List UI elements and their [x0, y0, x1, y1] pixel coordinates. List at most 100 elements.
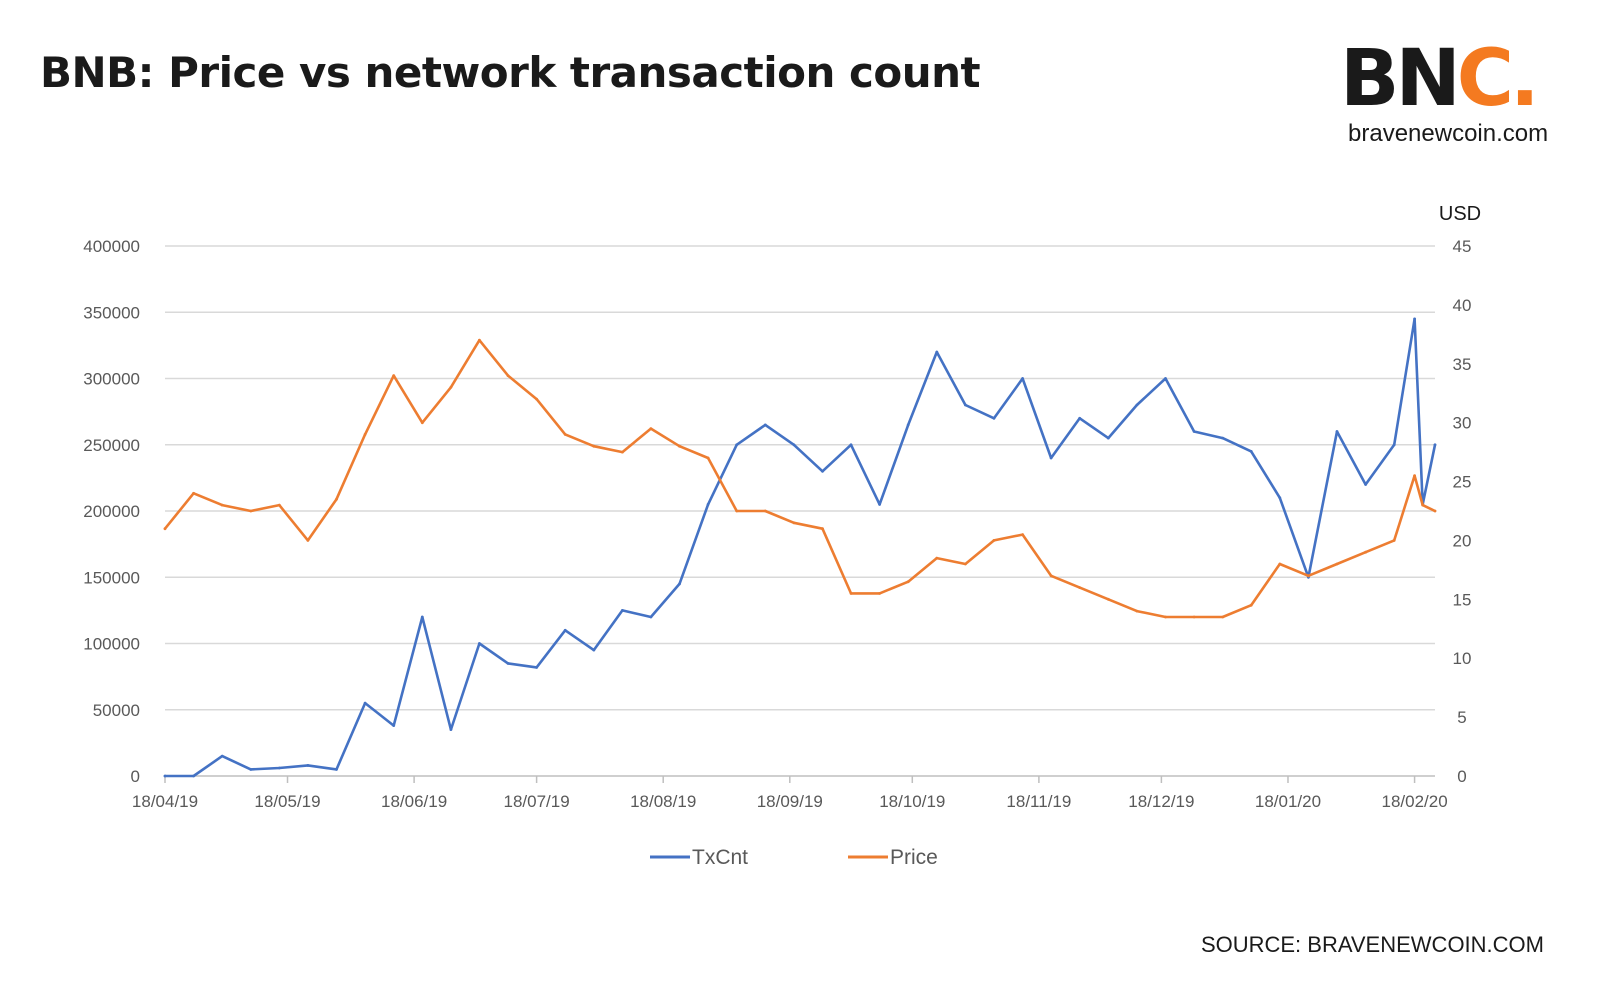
y-right-tick-label: 25: [1453, 473, 1472, 492]
data-point-txcnt: [220, 754, 224, 758]
data-point-price: [992, 539, 996, 542]
y-right-tick-label: 30: [1453, 414, 1472, 433]
data-point-price: [306, 539, 310, 542]
data-point-txcnt: [192, 774, 196, 778]
y-left-tick-label: 50000: [93, 701, 140, 720]
data-point-txcnt: [420, 615, 424, 619]
x-tick-label: 18/04/19: [132, 792, 198, 811]
source-note: SOURCE: BRAVENEWCOIN.COM: [1200, 932, 1544, 957]
legend: TxCnt Price: [650, 846, 938, 869]
logo-dot: .: [1509, 34, 1540, 124]
data-point-price: [535, 397, 538, 401]
y-left-tick-label: 200000: [83, 502, 140, 521]
data-point-txcnt: [1433, 443, 1437, 447]
data-point-txcnt: [735, 443, 739, 447]
data-point-txcnt: [363, 701, 367, 705]
data-point-price: [392, 374, 396, 377]
x-tick-label: 18/09/19: [757, 792, 823, 811]
data-point-price: [1364, 550, 1367, 554]
logo-letter-accent: C: [1456, 34, 1514, 124]
data-point-txcnt: [478, 642, 481, 645]
y-left-tick-label: 350000: [83, 303, 140, 322]
data-point-txcnt: [535, 666, 538, 669]
y-right-tick-label: 40: [1453, 296, 1472, 315]
data-point-txcnt: [506, 662, 510, 665]
data-point-price: [792, 521, 796, 525]
y-right-tick-label: 5: [1457, 708, 1466, 727]
data-point-price: [735, 509, 739, 513]
data-point-txcnt: [1135, 403, 1139, 407]
y-axis-left: 0 50000 100000 150000 200000 250000 300000 3500…: [83, 237, 140, 786]
y-left-tick-label: 150000: [83, 568, 140, 587]
data-point-txcnt: [1078, 416, 1082, 420]
data-point-price: [821, 527, 824, 531]
y-left-tick-label: 400000: [83, 237, 140, 256]
data-point-txcnt: [649, 615, 653, 619]
data-point-price: [1021, 533, 1024, 536]
logo-mark: BNC.: [1340, 40, 1540, 118]
data-point-price: [706, 456, 710, 460]
data-point-price: [363, 433, 367, 436]
y-left-tick-label: 300000: [83, 370, 140, 389]
y-right-tick-label: 35: [1453, 355, 1472, 374]
y-right-tick-label: 0: [1457, 767, 1466, 786]
data-point-txcnt: [1221, 436, 1225, 440]
data-point-price: [449, 385, 453, 389]
x-tick-label: 18/08/19: [630, 792, 696, 811]
data-point-price: [478, 338, 481, 342]
logo-letters-main: BN: [1340, 34, 1461, 124]
data-point-price: [592, 444, 596, 448]
data-point-txcnt: [249, 768, 253, 771]
data-point-price: [964, 562, 967, 566]
data-point-price: [335, 497, 338, 501]
y-axis-right: 0 5 10 15 20 25 30 35 40 45: [1453, 237, 1472, 786]
data-point-price: [1249, 603, 1253, 607]
x-tick-label: 18/02/20: [1381, 792, 1447, 811]
data-point-price: [763, 509, 767, 513]
data-point-txcnt: [163, 774, 167, 778]
x-axis: 18/04/19 18/05/19 18/06/19 18/07/19 18/08/19…: [132, 776, 1448, 811]
data-point-price: [1413, 474, 1416, 478]
data-point-txcnt: [449, 728, 453, 731]
data-point-price: [277, 503, 281, 507]
bnc-logo: BNC. bravenewcoin.com: [1340, 40, 1570, 150]
data-point-price: [220, 503, 224, 507]
x-tick-label: 18/06/19: [381, 792, 447, 811]
data-point-txcnt: [621, 609, 624, 612]
data-point-txcnt: [592, 648, 596, 652]
data-point-txcnt: [335, 768, 338, 771]
data-point-txcnt: [306, 764, 310, 767]
y-left-tick-label: 0: [131, 767, 140, 786]
y-right-tick-label: 20: [1453, 531, 1472, 550]
data-point-price: [1421, 503, 1425, 507]
data-point-price: [1192, 615, 1196, 619]
data-point-price: [163, 527, 167, 531]
data-point-txcnt: [563, 628, 567, 632]
data-point-price: [1049, 574, 1053, 578]
data-point-price: [1433, 509, 1437, 513]
data-point-price: [621, 450, 624, 454]
y-right-tick-label: 10: [1453, 649, 1472, 668]
data-point-txcnt: [992, 416, 996, 420]
data-point-price: [1164, 615, 1167, 619]
legend-label-txcnt: TxCnt: [692, 846, 748, 869]
data-point-price: [935, 556, 939, 560]
data-point-price: [878, 592, 881, 595]
data-point-txcnt: [1049, 456, 1053, 460]
logo-url: bravenewcoin.com: [1348, 120, 1549, 147]
data-point-txcnt: [849, 443, 853, 447]
legend-label-price: Price: [890, 846, 938, 869]
data-point-price: [1106, 597, 1110, 601]
data-point-txcnt: [763, 423, 767, 427]
data-point-price: [1392, 539, 1396, 542]
data-point-txcnt: [1192, 430, 1196, 433]
data-point-price: [563, 433, 567, 436]
data-point-txcnt: [1021, 377, 1024, 380]
data-point-price: [249, 509, 253, 513]
data-point-txcnt: [1106, 436, 1110, 440]
chart-title: BNB: Price vs network transaction count: [40, 48, 981, 97]
data-point-txcnt: [1278, 496, 1282, 500]
data-point-txcnt: [706, 503, 710, 506]
y-left-tick-label: 100000: [83, 635, 140, 654]
